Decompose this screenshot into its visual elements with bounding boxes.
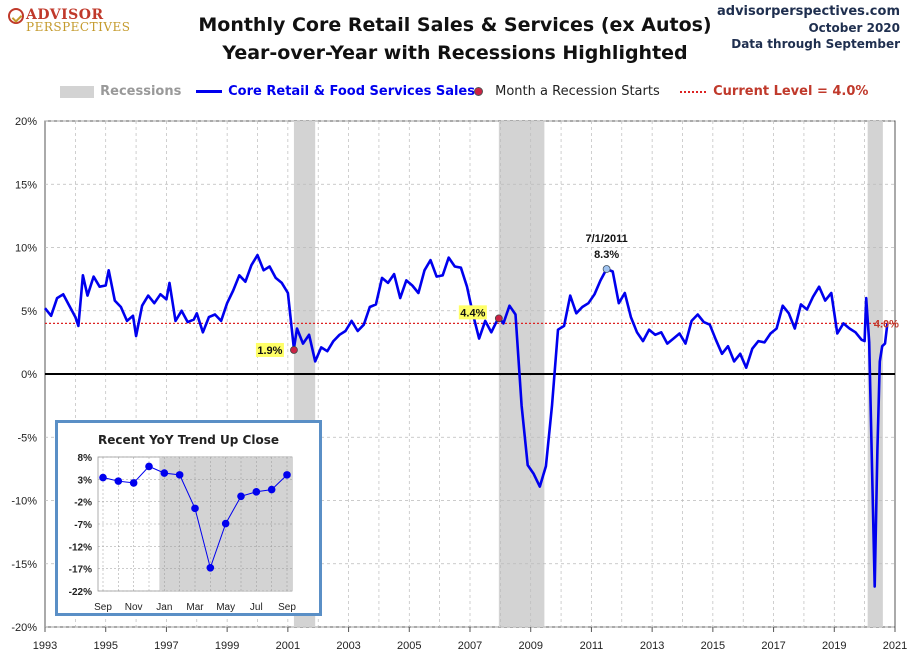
x-tick-label: 1997 xyxy=(154,640,178,652)
x-tick-label: 2011 xyxy=(580,640,604,652)
inset-x-tick-label: Sep xyxy=(94,602,112,613)
x-tick-label: 2019 xyxy=(822,640,846,652)
y-tick-label: 15% xyxy=(15,179,37,191)
inset-plot: 8%3%-2%-7%-12%-17%-22%Sep Nov Jan Mar May Jul… xyxy=(69,453,297,613)
inset-title: Recent YoY Trend Up Close xyxy=(98,433,279,447)
x-tick-label: 2001 xyxy=(276,640,300,652)
y-tick-label: 5% xyxy=(21,306,37,318)
x-tick-label: 2013 xyxy=(640,640,664,652)
publish-date: October 2020 xyxy=(808,21,900,35)
inset-point xyxy=(191,504,199,513)
x-tick-label: 2017 xyxy=(761,640,785,652)
inset-y-tick-label: 8% xyxy=(78,453,93,464)
inset-chart: 8% 3% -2% -7% -12% -17% -22% Sep Nov Jan Mar May Jul… xyxy=(55,420,322,616)
inset-point xyxy=(175,471,184,479)
legend-current-label: Current Level = 4.0% xyxy=(713,84,869,99)
logo-icon xyxy=(8,8,24,24)
y-tick-label: 20% xyxy=(15,116,37,128)
inset-x-tick-label: Jul xyxy=(250,602,263,613)
y-tick-label: -10% xyxy=(11,496,37,508)
legend-series: Core Retail & Food Services Sales xyxy=(196,82,475,102)
x-tick-label: 1993 xyxy=(33,640,57,652)
logo-text-line1: ADVISOR xyxy=(26,7,104,23)
y-tick-label: -5% xyxy=(17,432,37,444)
legend: Recessions Core Retail & Food Services S… xyxy=(60,82,868,102)
recession-start-label-2007: 4.4% xyxy=(460,307,485,319)
inset-y-tick-label: -2% xyxy=(74,498,92,509)
inset-point xyxy=(129,479,138,487)
inset-point xyxy=(206,563,215,572)
x-tick-label: 2009 xyxy=(518,640,542,652)
recession-start-label-2001: 1.9% xyxy=(257,345,282,357)
inset-x-tick-label: Jan xyxy=(156,602,172,613)
inset-point xyxy=(267,485,276,494)
inset-x-tick-label: Sep xyxy=(278,602,296,613)
peak-date-label: 7/1/2011 xyxy=(585,233,627,245)
x-tick-label: 2005 xyxy=(397,640,421,652)
source-site: advisorperspectives.com xyxy=(716,4,900,19)
inset-point xyxy=(99,473,107,482)
inset-y-tick-label: -12% xyxy=(69,542,92,553)
inset-point xyxy=(221,519,230,528)
x-tick-label: 1999 xyxy=(215,640,239,652)
inset-point xyxy=(237,492,245,501)
y-tick-label: -20% xyxy=(11,622,37,634)
inset-y-tick-label: -22% xyxy=(69,587,92,598)
inset-point xyxy=(283,471,291,479)
peak-value-label: 8.3% xyxy=(594,249,619,261)
peak-marker xyxy=(602,265,611,273)
recession-start-marker-1 xyxy=(494,314,503,323)
legend-series-swatch xyxy=(196,90,222,93)
logo-text-line2: PERSPECTIVES xyxy=(26,20,131,34)
chart-subtitle: Year-over-Year with Recessions Highlight… xyxy=(222,42,688,64)
inset-point xyxy=(252,488,261,496)
legend-recession-swatch xyxy=(60,85,94,98)
legend-recessions: Recessions xyxy=(60,82,181,102)
legend-marker-icon xyxy=(474,87,483,96)
recession-start-label-2007-bg xyxy=(458,305,487,320)
legend-recessions-label: Recessions xyxy=(100,84,182,99)
legend-recession-start-label: Month a Recession Starts xyxy=(495,84,660,99)
recession-start-label-2001-bg xyxy=(255,342,284,357)
inset-point xyxy=(145,462,153,471)
legend-current-swatch xyxy=(680,90,706,93)
inset-x-tick-label: Nov xyxy=(125,602,143,613)
inset-x-tick-label: Mar xyxy=(186,602,204,613)
recession-start-marker-0 xyxy=(290,346,298,354)
current-level-label: 4.0% xyxy=(874,318,899,330)
chart-title: Monthly Core Retail Sales & Services (ex… xyxy=(198,14,712,36)
x-tick-label: 1995 xyxy=(93,640,117,652)
inset-point xyxy=(114,477,123,485)
x-tick-label: 2007 xyxy=(458,640,482,652)
inset-point xyxy=(160,469,169,477)
data-through: Data through September xyxy=(731,37,900,51)
x-tick-label: 2015 xyxy=(701,640,725,652)
y-tick-label: -15% xyxy=(11,559,37,571)
inset-y-tick-label: 3% xyxy=(78,475,93,486)
inset-x-tick-label: May xyxy=(216,602,235,613)
legend-recession-start: Month a Recession Starts xyxy=(474,82,660,102)
inset-y-tick-label: -17% xyxy=(69,565,92,576)
y-tick-label: 10% xyxy=(15,243,37,255)
inset-y-tick-label: -7% xyxy=(74,520,92,531)
legend-current-level: Current Level = 4.0% xyxy=(680,82,868,102)
x-tick-label: 2021 xyxy=(883,640,907,652)
y-tick-label: 0% xyxy=(21,369,37,381)
x-tick-label: 2003 xyxy=(336,640,360,652)
legend-series-label: Core Retail & Food Services Sales xyxy=(228,84,475,99)
